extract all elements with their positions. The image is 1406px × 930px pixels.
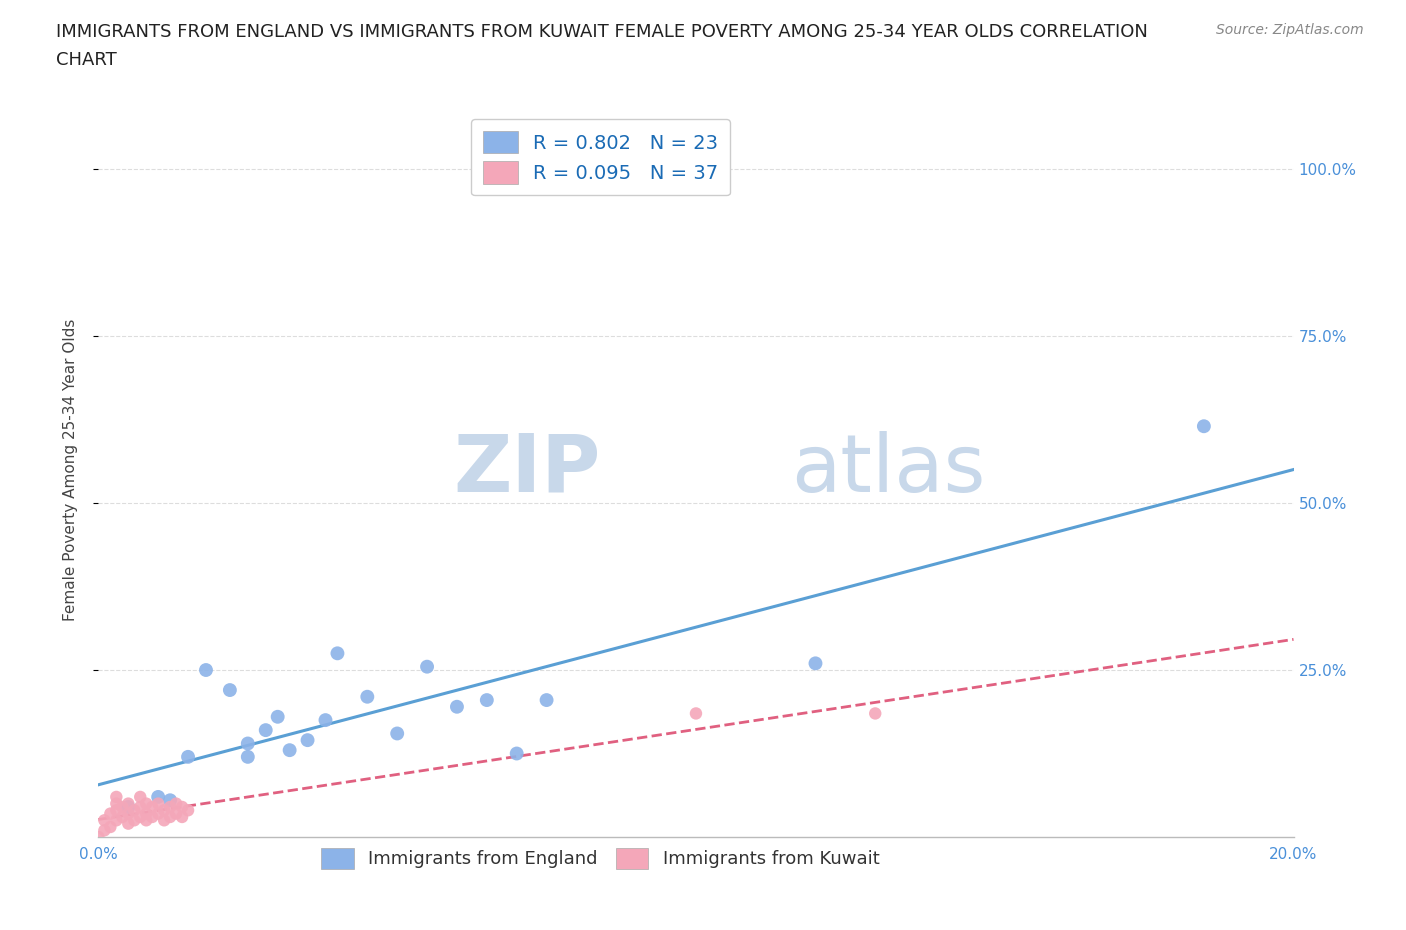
Point bbox=[177, 750, 200, 764]
Text: IMMIGRANTS FROM ENGLAND VS IMMIGRANTS FROM KUWAIT FEMALE POVERTY AMONG 25-34 YEA: IMMIGRANTS FROM ENGLAND VS IMMIGRANTS FR… bbox=[56, 23, 1149, 41]
Text: ZIP: ZIP bbox=[453, 431, 600, 509]
Point bbox=[195, 662, 218, 677]
Point bbox=[685, 706, 707, 721]
Point bbox=[159, 809, 181, 824]
Point bbox=[129, 800, 152, 815]
Point bbox=[506, 746, 529, 761]
Point bbox=[278, 743, 301, 758]
Point bbox=[105, 796, 128, 811]
Point bbox=[141, 809, 163, 824]
Text: atlas: atlas bbox=[792, 431, 986, 509]
Point bbox=[177, 803, 200, 817]
Point bbox=[153, 803, 176, 817]
Point bbox=[475, 693, 498, 708]
Point bbox=[153, 813, 176, 828]
Point bbox=[172, 809, 194, 824]
Text: CHART: CHART bbox=[56, 51, 117, 69]
Point bbox=[105, 813, 128, 828]
Point bbox=[105, 790, 128, 804]
Point bbox=[254, 723, 277, 737]
Legend: Immigrants from England, Immigrants from Kuwait: Immigrants from England, Immigrants from… bbox=[314, 841, 887, 876]
Point bbox=[93, 823, 115, 838]
Point bbox=[98, 819, 122, 834]
Point bbox=[117, 800, 139, 815]
Point bbox=[326, 646, 349, 661]
Point bbox=[536, 693, 558, 708]
Point bbox=[111, 809, 134, 824]
Point bbox=[135, 796, 157, 811]
Point bbox=[159, 792, 181, 807]
Point bbox=[111, 800, 134, 815]
Point bbox=[267, 710, 290, 724]
Point bbox=[356, 689, 378, 704]
Point bbox=[129, 790, 152, 804]
Point bbox=[93, 813, 115, 828]
Point bbox=[117, 796, 139, 811]
Point bbox=[117, 817, 139, 831]
Point bbox=[148, 790, 170, 804]
Point bbox=[105, 803, 128, 817]
Point bbox=[148, 806, 170, 821]
Point bbox=[135, 806, 157, 821]
Point bbox=[416, 659, 439, 674]
Point bbox=[165, 806, 187, 821]
Point bbox=[124, 813, 146, 828]
Point bbox=[236, 750, 259, 764]
Point bbox=[87, 830, 110, 844]
Point bbox=[165, 796, 187, 811]
Point bbox=[446, 699, 468, 714]
Point bbox=[148, 796, 170, 811]
Point bbox=[297, 733, 319, 748]
Point bbox=[236, 736, 259, 751]
Point bbox=[117, 806, 139, 821]
Y-axis label: Female Poverty Among 25-34 Year Olds: Female Poverty Among 25-34 Year Olds bbox=[63, 318, 77, 621]
Point bbox=[172, 800, 194, 815]
Point bbox=[129, 809, 152, 824]
Point bbox=[315, 712, 337, 727]
Point bbox=[135, 813, 157, 828]
Point bbox=[385, 726, 409, 741]
Point bbox=[804, 656, 827, 671]
Point bbox=[124, 803, 146, 817]
Point bbox=[1192, 418, 1215, 433]
Point bbox=[98, 806, 122, 821]
Text: Source: ZipAtlas.com: Source: ZipAtlas.com bbox=[1216, 23, 1364, 37]
Point bbox=[219, 683, 242, 698]
Point bbox=[141, 800, 163, 815]
Point bbox=[865, 706, 887, 721]
Point bbox=[159, 800, 181, 815]
